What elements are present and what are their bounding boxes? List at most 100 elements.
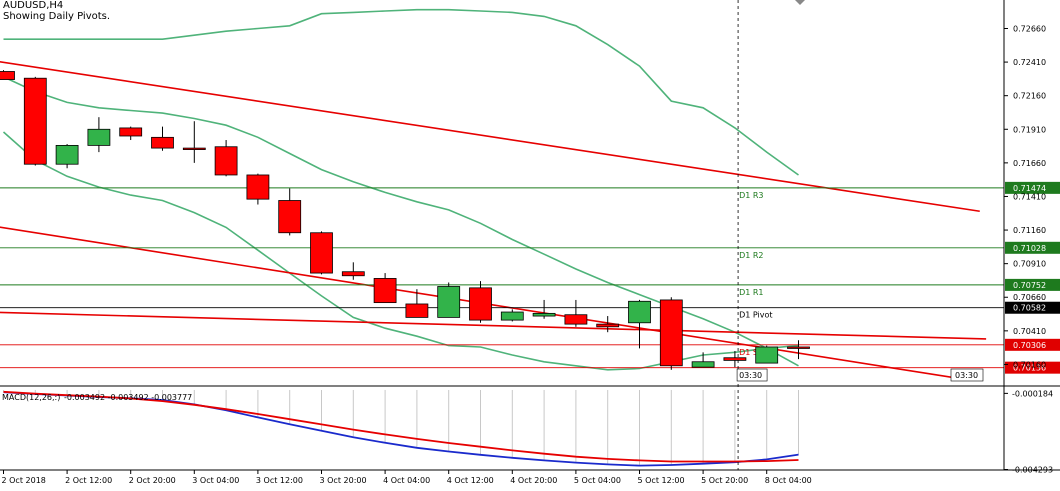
candle-bull-body xyxy=(55,144,79,165)
candle xyxy=(437,282,461,318)
pivot-price-tag: 0.70136 xyxy=(1013,364,1046,373)
candle-bear-body xyxy=(723,357,747,361)
pivot-label: D1 R3 xyxy=(739,191,763,200)
candle-bear-body xyxy=(310,232,333,274)
pivot-price-tag-bg xyxy=(1005,181,1060,194)
candle xyxy=(310,231,333,275)
trendline-1 xyxy=(0,60,980,213)
candle-bull-body xyxy=(691,361,715,368)
candle-bear-body xyxy=(151,136,174,149)
time-marker-tag: 03:30 xyxy=(739,371,762,380)
pivot-price-tag: 0.70306 xyxy=(1013,341,1046,350)
candle-bull-body xyxy=(87,128,111,146)
candle-bear-body xyxy=(787,346,810,349)
candles xyxy=(0,70,810,370)
macd-label-prefix: MACD(12,26,:) xyxy=(2,393,60,402)
price-tick-label: 0.71410 xyxy=(1013,192,1046,201)
pivot-label: D1 R1 xyxy=(739,288,763,297)
pivot-price-tag-bg xyxy=(1005,278,1060,291)
pivot-label: D1 R2 xyxy=(739,251,763,260)
macd-signal-line xyxy=(3,390,799,463)
time-tick-label: 8 Oct 04:00 xyxy=(765,476,812,485)
pivot-price-tag: 0.71028 xyxy=(1013,244,1046,253)
candle xyxy=(87,117,111,153)
time-tick-label: 3 Oct 04:00 xyxy=(192,476,239,485)
time-tick-label: 2 Oct 2018 xyxy=(2,476,46,485)
pivot-price-tag: 0.70752 xyxy=(1013,281,1046,290)
price-tick-label: 0.70160 xyxy=(1013,360,1046,369)
candle xyxy=(596,316,620,333)
candle-bull-body xyxy=(500,311,524,321)
pivot-price-tag-bg xyxy=(1005,361,1060,374)
chart-symbol: AUDUSD,H4 xyxy=(3,0,64,11)
pivot-price-tag-bg xyxy=(1005,301,1060,314)
macd-tick-label: -0.000184 xyxy=(1012,389,1053,398)
arrow-down-icon xyxy=(795,0,805,5)
candle xyxy=(119,126,143,141)
price-tick-label: 0.70910 xyxy=(1013,260,1046,269)
time-tick-label: 5 Oct 20:00 xyxy=(701,476,748,485)
candle xyxy=(0,70,15,80)
time-tick-label: 5 Oct 12:00 xyxy=(638,476,685,485)
time-tick-label: 3 Oct 20:00 xyxy=(320,476,367,485)
pivot-price-tag-bg xyxy=(1005,338,1060,351)
candle-bear-body xyxy=(405,303,429,318)
candle xyxy=(755,345,779,364)
price-tick-label: 0.70410 xyxy=(1013,327,1046,336)
candle xyxy=(628,299,651,349)
pivot-price-tag: 0.70582 xyxy=(1013,304,1046,313)
pivot-lines: D1 R3 0.71474 D1 R2 0.71028 D1 R1 0.70752 D1 P… xyxy=(0,181,1060,380)
bollinger-upper-line xyxy=(3,8,799,176)
candle-bull-body xyxy=(532,312,556,317)
candle xyxy=(500,309,524,322)
macd-main-line xyxy=(3,391,799,467)
candle xyxy=(182,121,206,163)
pivot-price-tag: 0.71474 xyxy=(1013,184,1046,193)
candle-bear-body xyxy=(341,271,365,277)
macd-label: -0.003492 -0.003492 -0.003777 xyxy=(64,393,192,402)
candle-bear-body xyxy=(119,127,143,137)
candle xyxy=(787,340,810,360)
candle-bear-body xyxy=(659,299,683,367)
candle xyxy=(151,126,174,151)
trendlines xyxy=(0,60,987,381)
candle-bear-body xyxy=(278,200,302,234)
candle-bear-body xyxy=(373,278,397,304)
price-tick-label: 0.70660 xyxy=(1013,293,1046,302)
candle xyxy=(723,351,747,368)
time-tick-label: 4 Oct 04:00 xyxy=(383,476,430,485)
candle xyxy=(246,173,270,205)
price-tick-label: 0.71660 xyxy=(1013,159,1046,168)
candle xyxy=(691,352,715,368)
candle-bear-body xyxy=(469,287,492,321)
candle-bear-body xyxy=(596,323,620,328)
candle xyxy=(659,297,683,370)
candle xyxy=(278,188,302,236)
trendline-3 xyxy=(0,311,987,340)
price-tick-label: 0.72160 xyxy=(1013,92,1046,101)
price-tick-label: 0.71160 xyxy=(1013,226,1046,235)
pivot-label: D1 S1 xyxy=(739,348,763,357)
candle xyxy=(55,144,79,169)
time-tick-label: 2 Oct 12:00 xyxy=(65,476,112,485)
candle xyxy=(469,281,492,323)
candle xyxy=(341,262,365,280)
candle-bear-body xyxy=(0,71,15,80)
candle xyxy=(373,273,397,304)
price-tick-label: 0.72410 xyxy=(1013,58,1046,67)
candle-bear-body xyxy=(246,174,270,200)
macd-panel: MACD(12,26,:) -0.003492 -0.003492 -0.0037… xyxy=(2,389,1053,474)
time-tick-label: 2 Oct 20:00 xyxy=(129,476,176,485)
time-tick-label: 4 Oct 12:00 xyxy=(447,476,494,485)
candle-bull-body xyxy=(628,300,651,324)
price-tick-label: 0.71910 xyxy=(1013,125,1046,134)
chart-subtitle: Showing Daily Pivots. xyxy=(3,11,111,22)
end-marker-tag: 03:30 xyxy=(955,371,978,380)
pivot-label: D1 Pivot xyxy=(739,311,772,320)
candle-bear-body xyxy=(564,314,588,325)
candle-bull-body xyxy=(755,346,779,364)
candle xyxy=(532,299,556,319)
price-tick-label: 0.72660 xyxy=(1013,24,1046,33)
